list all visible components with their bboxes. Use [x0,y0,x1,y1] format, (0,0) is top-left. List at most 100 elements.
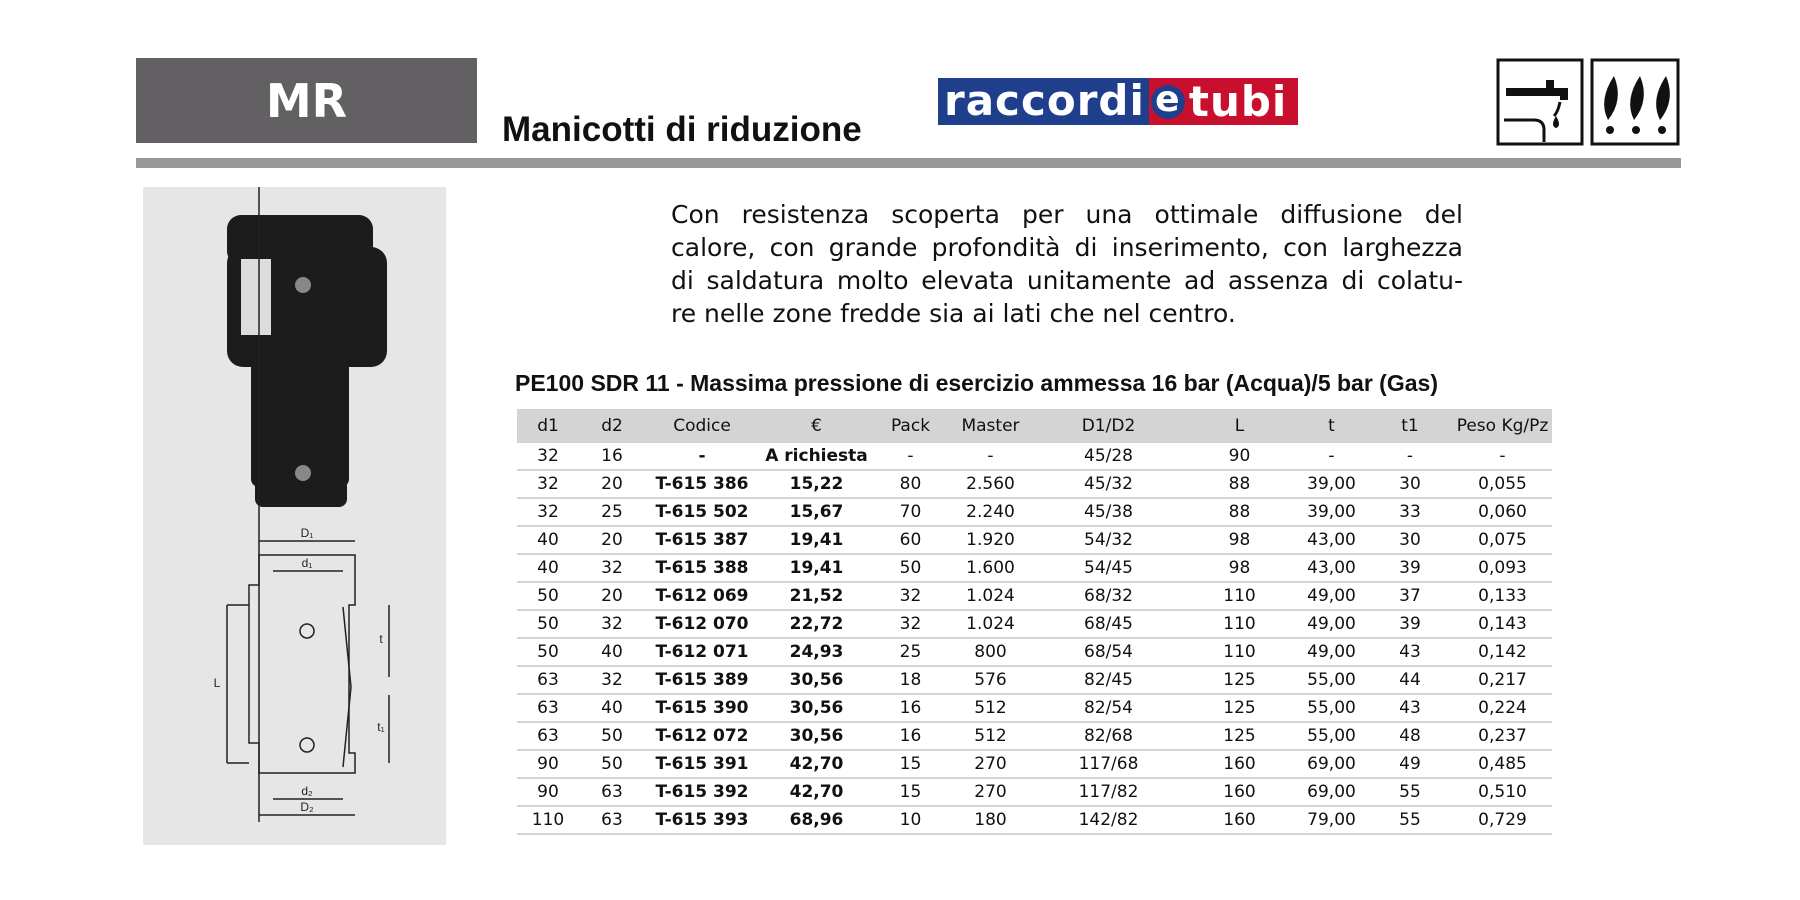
table-cell: 32 [517,498,579,527]
table-cell: 79,00 [1296,806,1367,835]
product-illustration: D₁ d₁ t L t₁ d₂ D₂ [214,187,390,822]
table-cell: 32 [874,582,947,611]
table-cell: 70 [874,498,947,527]
table-cell: T-615 390 [645,694,759,723]
table-cell: 22,72 [759,610,874,639]
table-row: 40 20 T-615 387 19,41 60 1.920 54/32 98 43,00 30 0… [517,526,1552,555]
dimension-label: L [214,676,221,690]
table-cell: 45/38 [1034,498,1183,527]
table-cell: 90 [517,750,579,779]
table-cell: - [645,443,759,471]
dimension-label: D₂ [300,800,314,814]
table-cell: 180 [947,806,1034,835]
table-cell: 800 [947,638,1034,667]
table-cell: T-615 502 [645,498,759,527]
table-cell: 110 [517,806,579,835]
header-rule [136,158,1681,168]
table-cell: 68/54 [1034,638,1183,667]
table-cell: 40 [517,554,579,583]
table-cell: 90 [517,778,579,807]
table-title: PE100 SDR 11 - Massima pressione di eser… [515,370,1438,396]
table-cell: 0,224 [1453,694,1552,723]
table-cell: 15 [874,778,947,807]
table-cell: 0,143 [1453,610,1552,639]
table-cell: T-615 393 [645,806,759,835]
table-cell: - [1453,443,1552,471]
table-row: 50 32 T-612 070 22,72 32 1.024 68/45 110 49,00 39… [517,610,1552,639]
table-cell: 82/54 [1034,694,1183,723]
table-cell: 0,142 [1453,638,1552,667]
table-cell: 39 [1367,610,1453,639]
table-cell: 16 [874,694,947,723]
table-cell: - [1367,443,1453,471]
table-cell: 90 [1183,443,1296,471]
table-cell: 98 [1183,554,1296,583]
table-cell: T-615 389 [645,666,759,695]
table-cell: 80 [874,470,947,499]
column-header: Pack [874,409,947,443]
column-header: d2 [579,409,645,443]
table-cell: T-615 391 [645,750,759,779]
table-cell: T-615 386 [645,470,759,499]
table-cell: 43,00 [1296,554,1367,583]
table-cell: 30,56 [759,694,874,723]
table-cell: - [947,443,1034,471]
table-cell: 110 [1183,610,1296,639]
table-row: 32 25 T-615 502 15,67 70 2.240 45/38 88 39,00 33 0… [517,498,1552,527]
table-cell: 21,52 [759,582,874,611]
table-cell: 1.920 [947,526,1034,555]
image-panel: D₁ d₁ t L t₁ d₂ D₂ [143,187,446,845]
table-cell: 44 [1367,666,1453,695]
table-cell: 0,485 [1453,750,1552,779]
table-cell: 40 [517,526,579,555]
table-cell: T-612 070 [645,610,759,639]
table-cell: 68,96 [759,806,874,835]
table-cell: T-612 069 [645,582,759,611]
table-cell: 39,00 [1296,498,1367,527]
table-cell: 0,133 [1453,582,1552,611]
table-cell: 20 [579,470,645,499]
table-cell: 25 [874,638,947,667]
table-cell: 60 [874,526,947,555]
table-cell: - [1296,443,1367,471]
table-row: 40 32 T-615 388 19,41 50 1.600 54/45 98 43,00 39 0… [517,554,1552,583]
table-cell: 0,075 [1453,526,1552,555]
table-cell: 54/45 [1034,554,1183,583]
table-cell: A richiesta [759,443,874,471]
column-header: Peso Kg/Pz [1453,409,1552,443]
table-cell: 45/32 [1034,470,1183,499]
table-cell: 63 [579,806,645,835]
table-cell: T-612 071 [645,638,759,667]
brand-logo: raccordi e tubi [938,77,1298,126]
table-cell: 82/68 [1034,722,1183,751]
dimension-label: d₂ [301,784,313,798]
table-cell: 63 [579,778,645,807]
dimension-label: t₁ [377,720,384,734]
table-cell: 1.024 [947,582,1034,611]
description-line: di saldatura molto elevata unitamente ad… [671,266,1463,295]
table-cell: 50 [874,554,947,583]
table-cell: 50 [517,582,579,611]
table-cell: 32 [579,610,645,639]
table-cell: 55,00 [1296,722,1367,751]
table-cell: 125 [1183,722,1296,751]
table-cell: 42,70 [759,778,874,807]
table-cell: 55,00 [1296,666,1367,695]
table-cell: 0,237 [1453,722,1552,751]
table-cell: 15,22 [759,470,874,499]
table-row: 63 32 T-615 389 30,56 18 576 82/45 125 55,00 44 0,… [517,666,1552,695]
table-cell: 48 [1367,722,1453,751]
table-row: 32 16- A richiesta - -45/28 90- - - [517,443,1552,471]
table-cell: 32 [579,666,645,695]
table-cell: 30 [1367,526,1453,555]
dimension-label: d₁ [302,556,313,570]
table-cell: 0,217 [1453,666,1552,695]
description: Con resistenza scoperta per una ottimale… [671,198,1463,330]
table-cell: 43 [1367,638,1453,667]
table-cell: 45/28 [1034,443,1183,471]
table-row: 32 20 T-615 386 15,22 80 2.560 45/32 88 39,00 30 0… [517,470,1552,499]
table-cell: 1.024 [947,610,1034,639]
table-cell: 0,093 [1453,554,1552,583]
table-cell: T-612 072 [645,722,759,751]
